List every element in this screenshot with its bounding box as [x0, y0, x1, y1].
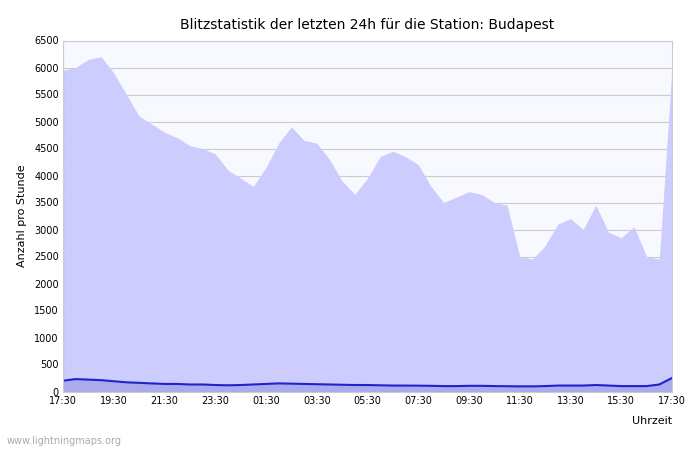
X-axis label: Uhrzeit: Uhrzeit — [632, 416, 672, 426]
Text: www.lightningmaps.org: www.lightningmaps.org — [7, 436, 122, 446]
Y-axis label: Anzahl pro Stunde: Anzahl pro Stunde — [17, 165, 27, 267]
Title: Blitzstatistik der letzten 24h für die Station: Budapest: Blitzstatistik der letzten 24h für die S… — [181, 18, 554, 32]
